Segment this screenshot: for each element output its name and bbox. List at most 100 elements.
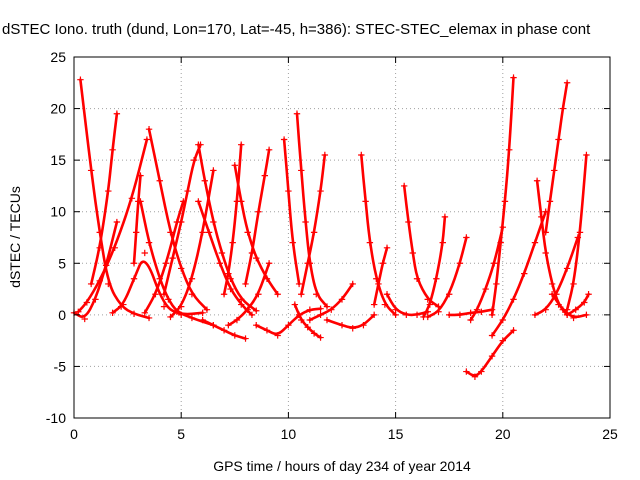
series-trace: [222, 143, 243, 296]
series-trace: [422, 215, 447, 319]
data-point: [463, 368, 470, 375]
series-arc-27: [370, 244, 391, 308]
y-tick-label: 10: [50, 204, 66, 220]
data-point: [488, 352, 496, 360]
series-arc-12: [195, 141, 260, 314]
data-point: [261, 172, 269, 179]
series-trace: [300, 153, 327, 296]
data-point: [542, 229, 549, 236]
data-point: [570, 280, 577, 288]
data-point: [572, 306, 579, 313]
series-trace: [325, 313, 376, 329]
data-point: [456, 260, 464, 267]
series-arc-26: [358, 151, 399, 319]
data-point: [304, 260, 311, 267]
data-point: [156, 177, 163, 184]
data-point: [218, 249, 226, 257]
y-tick-label: 20: [50, 101, 66, 117]
series-trace: [201, 318, 247, 340]
series-trace: [308, 282, 354, 322]
x-tick-label: 25: [602, 426, 618, 442]
series-arc-20: [280, 136, 303, 288]
data-point: [253, 321, 260, 329]
data-point: [92, 296, 99, 303]
data-point: [285, 187, 292, 195]
data-point: [533, 177, 541, 184]
data-point: [263, 327, 271, 334]
series-arc-4: [87, 110, 121, 288]
series-trace: [295, 112, 329, 308]
series-arc-22: [293, 110, 331, 310]
data-point: [413, 275, 421, 282]
data-point: [478, 308, 485, 315]
data-point: [370, 301, 378, 308]
series-arc-31: [424, 234, 470, 321]
data-point: [375, 280, 382, 288]
series-arc-11: [167, 167, 217, 321]
data-point: [499, 316, 506, 324]
data-point: [506, 146, 513, 154]
data-point: [501, 198, 509, 205]
data-point: [113, 218, 121, 226]
y-tick-label: -10: [46, 410, 66, 426]
data-point: [130, 310, 138, 318]
data-point: [137, 172, 144, 179]
data-point: [488, 332, 496, 339]
series-arc-21: [291, 301, 324, 341]
data-point: [77, 76, 84, 83]
data-point: [478, 368, 485, 375]
series-trace: [533, 236, 580, 317]
data-point: [510, 296, 517, 303]
data-point: [188, 275, 196, 282]
series-arc-38: [542, 79, 571, 236]
data-point: [546, 198, 554, 205]
data-point: [205, 229, 213, 236]
data-point: [87, 167, 95, 174]
data-point: [551, 167, 558, 174]
axis-ticks: 0 5 10 15 20 25 -10 -5 0 5 10 15 20 25: [46, 49, 618, 442]
data-point: [435, 308, 442, 315]
data-point: [229, 239, 236, 246]
data-point: [362, 198, 369, 205]
series-arc-19: [253, 305, 324, 339]
data-point: [488, 311, 496, 319]
data-point: [499, 223, 506, 231]
data-point: [293, 110, 301, 117]
series-trace: [197, 200, 254, 317]
series-arc-30: [420, 213, 449, 321]
data-point: [531, 239, 539, 246]
series-arc-41: [548, 291, 590, 322]
data-point: [216, 260, 223, 267]
x-tick-label: 0: [70, 426, 78, 442]
data-point: [105, 280, 112, 288]
data-point: [491, 260, 498, 267]
data-point: [473, 306, 481, 313]
data-point: [531, 311, 539, 319]
data-point: [482, 285, 489, 293]
data-point: [141, 309, 148, 316]
series-arc-32: [446, 306, 496, 319]
data-point: [195, 141, 202, 148]
data-point: [383, 244, 391, 252]
data-point: [583, 311, 590, 319]
data-point: [244, 306, 251, 313]
data-point: [160, 291, 168, 298]
data-point: [467, 316, 474, 324]
data-point: [499, 337, 506, 344]
x-tick-label: 10: [281, 426, 297, 442]
data-point: [439, 239, 446, 246]
series-trace: [111, 260, 204, 316]
series-trace: [465, 329, 515, 377]
data-point: [306, 316, 314, 324]
series-trace: [565, 153, 588, 311]
data-point: [255, 291, 262, 298]
data-point: [542, 249, 549, 257]
series-arc-39: [531, 234, 582, 319]
data-point: [570, 314, 577, 322]
data-point: [255, 208, 262, 215]
series-arc-40: [563, 151, 590, 313]
data-point: [576, 229, 584, 236]
data-point: [152, 291, 159, 298]
data-point: [238, 198, 245, 205]
